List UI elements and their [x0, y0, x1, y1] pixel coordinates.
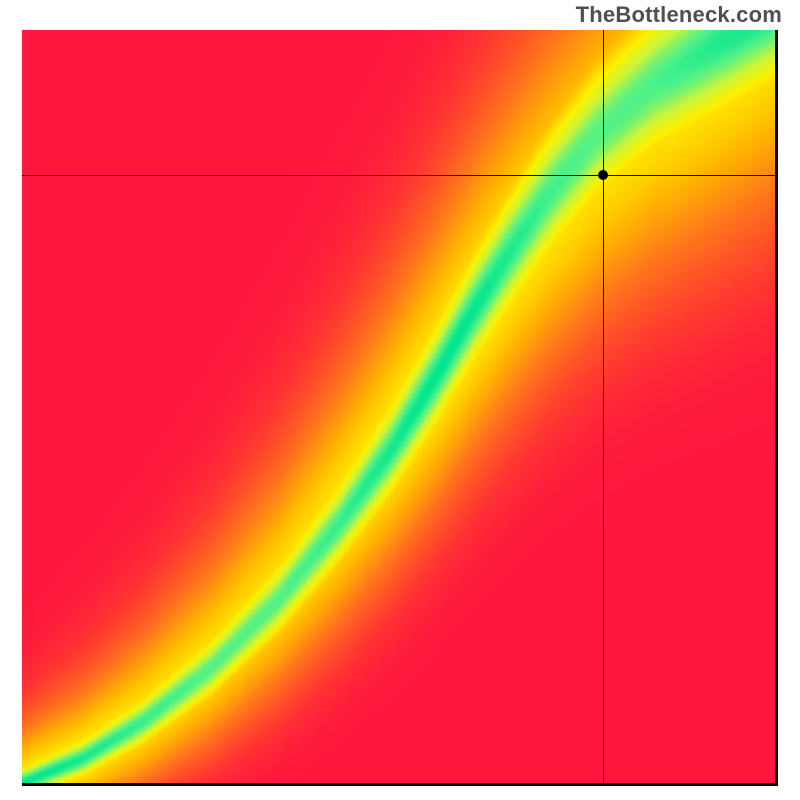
- watermark-text: TheBottleneck.com: [576, 2, 782, 28]
- heatmap-canvas: [22, 30, 775, 783]
- figure-container: TheBottleneck.com: [0, 0, 800, 800]
- plot-area: [22, 30, 778, 786]
